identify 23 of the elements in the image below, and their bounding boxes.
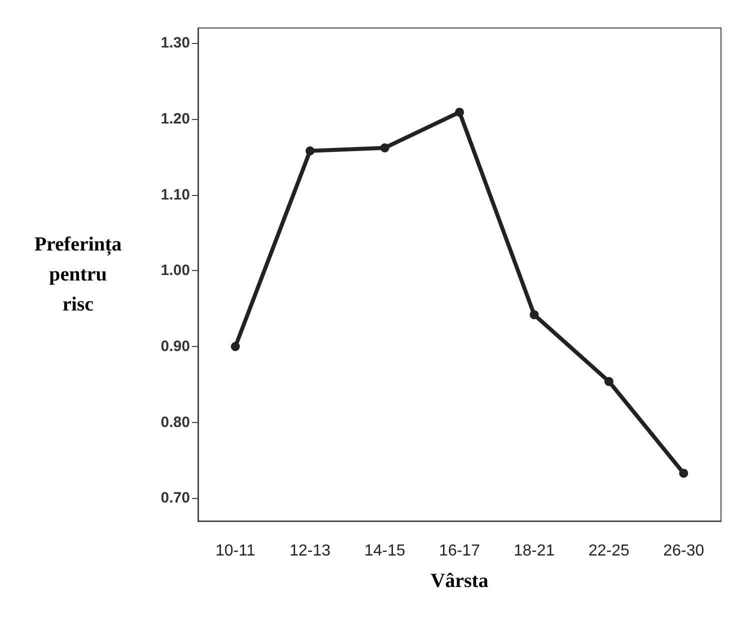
point	[530, 310, 539, 320]
point	[306, 146, 315, 156]
point	[380, 143, 390, 152]
y-tick-label: 0.70	[160, 490, 190, 507]
point	[679, 468, 688, 478]
x-tick-label: 16-17	[439, 542, 480, 560]
x-tick-label: 10-11	[215, 542, 256, 560]
y-tick-label: 1.30	[160, 34, 190, 52]
point	[455, 108, 464, 117]
x-tick-label: 22-25	[588, 542, 630, 560]
x-axis-title: Vârsta	[430, 570, 488, 592]
y-tick-label: 0.80	[160, 414, 190, 431]
x-tick-label: 26-30	[663, 542, 704, 560]
y-axis-title: Preferința pentru risc	[34, 234, 122, 316]
y-tick-label: 1.10	[160, 186, 190, 204]
x-tick-label: 18-21	[514, 542, 555, 560]
point	[230, 342, 240, 352]
x-tick-label: 12-13	[290, 542, 331, 560]
y-tick-label: 1.20	[160, 110, 190, 128]
x-tick-label: 14-15	[364, 542, 406, 560]
y-tick-label: 0.90	[160, 338, 190, 356]
y-tick-label: 1.00	[160, 262, 190, 280]
point	[604, 376, 614, 386]
